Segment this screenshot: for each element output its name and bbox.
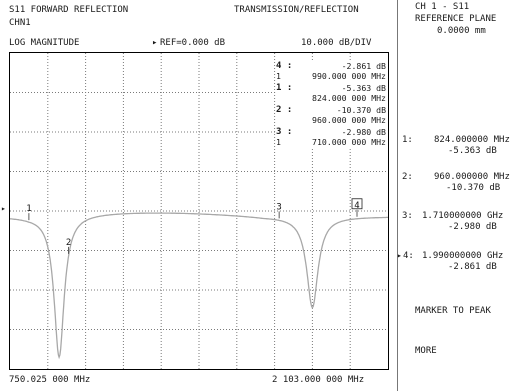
stop-frequency: 2 103.000 000 MHz bbox=[272, 375, 365, 385]
marker-label: 3 bbox=[276, 202, 281, 212]
channel-title: CH 1 - S11 bbox=[415, 2, 470, 12]
marker-readout-freq: 1.990000000 GHz bbox=[422, 251, 504, 261]
marker-row: 4 : -2.861 dB 1 990.000 000 MHz bbox=[276, 61, 386, 83]
marker-id: 4 : bbox=[276, 61, 293, 71]
marker-readout-2[interactable]: 2: 960.000000 MHz -10.370 dB bbox=[398, 172, 531, 196]
active-marker-box bbox=[351, 198, 363, 210]
start-frequency: 750.025 000 MHz bbox=[9, 375, 91, 385]
marker-row: 3 : -2.980 dB 1 710.000 000 MHz bbox=[276, 127, 386, 149]
marker-readout-label: 4: bbox=[403, 251, 414, 261]
format-label: LOG MAGNITUDE bbox=[9, 38, 80, 48]
marker-readout-freq: 824.000000 MHz bbox=[434, 135, 510, 145]
marker-row: 1 : -5.363 dB 824.000 000 MHz bbox=[276, 83, 386, 105]
marker-readout-label: 2: bbox=[402, 172, 413, 182]
marker-freq: 710.000 000 MHz bbox=[312, 137, 386, 147]
marker-table: 4 : -2.861 dB 1 990.000 000 MHz 1 : -5.3… bbox=[276, 61, 386, 149]
marker-value: -2.861 dB bbox=[341, 61, 386, 71]
marker-label: 2 bbox=[66, 238, 71, 248]
marker-readout-freq: 960.000000 MHz bbox=[434, 172, 510, 182]
marker-label: 4 bbox=[354, 201, 359, 211]
trace-markers: 1 2 3 4 bbox=[26, 198, 363, 254]
plot-graphics: 1 2 3 4 bbox=[10, 53, 388, 369]
marker-value: -5.363 dB bbox=[341, 83, 386, 93]
marker-freq: 824.000 000 MHz bbox=[312, 93, 386, 103]
channel-label: CHN1 bbox=[9, 18, 31, 28]
marker-freq: 990.000 000 MHz bbox=[312, 71, 386, 81]
marker-readout-3[interactable]: 3: 1.710000000 GHz -2.980 dB bbox=[398, 211, 531, 235]
more-softkey[interactable]: MORE bbox=[415, 346, 437, 356]
trace-plot[interactable]: 1 2 3 4 4 : -2.861 dB 1 990.000 000 MHz 1 :… bbox=[9, 52, 389, 370]
reference-level: REF=0.000 dB bbox=[160, 38, 226, 48]
marker-readout-1[interactable]: 1: 824.000000 MHz -5.363 dB bbox=[398, 135, 531, 159]
marker-readout-value: -10.370 dB bbox=[446, 183, 501, 193]
marker-id: 1 : bbox=[276, 83, 293, 93]
measurement-title: S11 FORWARD REFLECTION bbox=[9, 5, 129, 15]
marker-freq: 960.000 000 MHz bbox=[312, 115, 386, 125]
marker-readout-label: 1: bbox=[402, 135, 413, 145]
marker-id: 2 : bbox=[276, 105, 293, 115]
marker-readout-value: -2.861 dB bbox=[448, 262, 497, 272]
active-marker-icon: ▸ bbox=[397, 251, 402, 260]
marker-to-peak-softkey[interactable]: MARKER TO PEAK bbox=[415, 306, 491, 316]
reference-marker-icon: ▸ bbox=[152, 38, 158, 48]
softkey-panel: CH 1 - S11 REFERENCE PLANE 0.0000 mm 1: … bbox=[397, 0, 531, 391]
marker-label: 1 bbox=[26, 204, 31, 214]
marker-prefix: 1 bbox=[276, 137, 281, 147]
marker-readout-value: -5.363 dB bbox=[448, 146, 497, 156]
marker-readout-4[interactable]: ▸ 4: 1.990000000 GHz -2.861 dB bbox=[397, 251, 531, 275]
marker-readout-label: 3: bbox=[402, 211, 413, 221]
scale-label: 10.000 dB/DIV bbox=[301, 38, 372, 48]
reference-plane-value: 0.0000 mm bbox=[437, 26, 486, 36]
marker-readout-value: -2.980 dB bbox=[448, 222, 497, 232]
marker-id: 3 : bbox=[276, 127, 293, 137]
marker-value: -2.980 dB bbox=[341, 127, 386, 137]
reference-arrow-icon: ▸ bbox=[1, 204, 6, 213]
plot-grid bbox=[10, 53, 388, 369]
marker-prefix: 1 bbox=[276, 71, 281, 81]
marker-value: -10.370 dB bbox=[336, 105, 386, 115]
marker-readout-freq: 1.710000000 GHz bbox=[422, 211, 504, 221]
reference-plane-label: REFERENCE PLANE bbox=[415, 14, 497, 24]
s11-trace bbox=[10, 212, 388, 360]
marker-row: 2 : -10.370 dB 960.000 000 MHz bbox=[276, 105, 386, 127]
mode-label: TRANSMISSION/REFLECTION bbox=[234, 5, 359, 15]
